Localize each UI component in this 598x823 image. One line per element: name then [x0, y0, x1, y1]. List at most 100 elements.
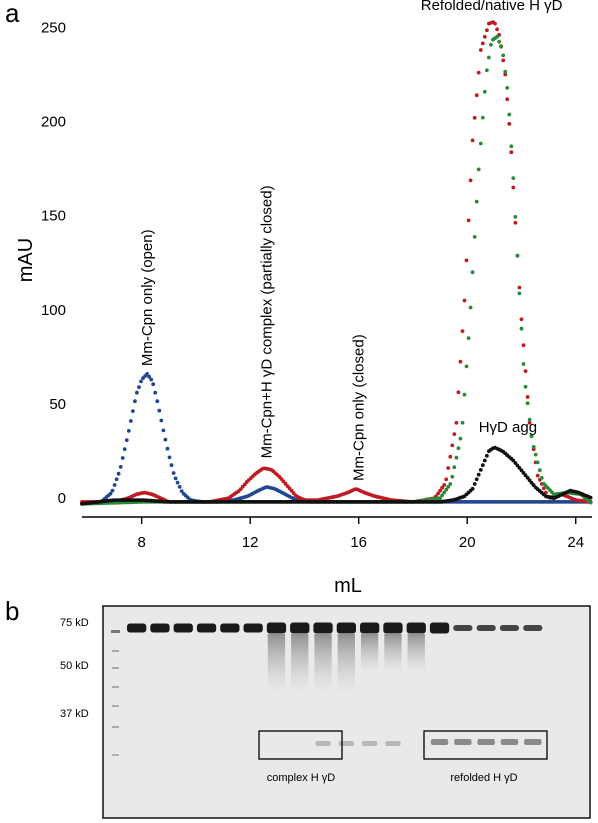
series-3	[80, 445, 593, 506]
annotation-label: HγD agg	[479, 419, 537, 436]
gel-band-75kd	[429, 622, 450, 634]
data-point	[511, 185, 516, 190]
data-point	[112, 483, 117, 487]
x-tick-label: 8	[138, 534, 146, 551]
x-axis-label: mL	[334, 575, 362, 597]
mw-marker-75: 75 kD	[60, 617, 89, 629]
data-point	[509, 144, 514, 149]
data-point	[126, 429, 131, 433]
data-point	[175, 480, 180, 485]
annotation-label: Refolded/native H γD	[421, 0, 563, 14]
x-tick-label: 12	[242, 534, 259, 551]
data-point	[468, 305, 473, 310]
data-point	[147, 374, 152, 379]
gel-smear	[384, 634, 402, 674]
data-point	[171, 471, 176, 475]
data-point	[120, 456, 125, 460]
data-point	[511, 176, 516, 181]
data-point	[535, 460, 540, 465]
data-point	[131, 409, 135, 413]
data-point	[513, 215, 518, 219]
data-point	[122, 447, 127, 451]
data-point	[527, 417, 532, 422]
data-point	[163, 437, 168, 442]
data-point	[165, 446, 170, 451]
sds-page-gel: 75 kD 50 kD 37 kD complex H γD refolded …	[60, 605, 591, 819]
data-point	[460, 329, 465, 333]
gel-smear	[337, 634, 355, 694]
annotations: Mm-Cpn only (open) Mm-Cpn+H γD complex (p…	[139, 0, 563, 481]
data-point	[485, 28, 489, 33]
x-tick-label: 24	[567, 534, 584, 551]
gel-smear	[407, 634, 425, 674]
gel-band-75kd	[173, 623, 193, 633]
data-point	[450, 443, 455, 448]
gel-band-75kd	[453, 625, 473, 631]
gel-band-complex	[385, 741, 401, 746]
data-point	[173, 476, 178, 481]
data-point	[155, 399, 160, 404]
gel-band-75kd	[499, 625, 520, 631]
data-point	[476, 70, 481, 75]
data-point	[535, 473, 540, 478]
mw-ladder	[111, 630, 120, 756]
gel-band-refolded	[477, 739, 495, 745]
panel-b-letter: b	[5, 596, 19, 626]
data-point	[454, 420, 459, 425]
data-point	[440, 485, 444, 490]
panel-a-letter: a	[5, 0, 20, 28]
data-point	[478, 141, 483, 146]
data-point	[438, 496, 442, 501]
gel-smear	[314, 634, 332, 694]
gel-band-75kd	[243, 623, 263, 633]
data-point	[446, 485, 451, 489]
gel-band-complex	[338, 741, 354, 746]
data-point	[517, 285, 522, 290]
data-point	[456, 446, 461, 451]
data-point	[482, 89, 487, 94]
data-point	[505, 86, 510, 90]
data-point	[527, 420, 532, 425]
y-tick-label: 50	[49, 396, 66, 413]
data-point	[513, 220, 518, 225]
series-layer	[80, 20, 593, 506]
y-tick-label: 150	[41, 208, 66, 225]
data-point	[537, 468, 542, 473]
data-point	[470, 270, 475, 275]
data-point	[474, 477, 479, 482]
data-point	[480, 115, 485, 120]
data-point	[503, 69, 508, 74]
data-point	[169, 463, 174, 468]
y-ticks: 0 50 100 150 200 250	[41, 19, 66, 507]
data-point	[179, 489, 184, 493]
data-point	[108, 491, 113, 496]
data-point	[523, 473, 528, 478]
data-point	[458, 359, 463, 364]
data-point	[133, 399, 137, 404]
data-point	[462, 298, 467, 303]
data-point	[485, 68, 489, 73]
data-point	[497, 39, 501, 44]
data-point	[116, 471, 121, 476]
data-point	[468, 178, 473, 183]
data-point	[507, 122, 512, 126]
data-point	[167, 455, 172, 460]
data-point	[533, 452, 538, 457]
data-point	[462, 392, 467, 397]
data-point	[470, 486, 475, 491]
data-point	[531, 445, 536, 449]
data-point	[507, 112, 512, 117]
refolded-box-label: refolded H γD	[450, 772, 517, 784]
data-point	[523, 369, 528, 373]
data-point	[501, 53, 506, 58]
data-point	[110, 488, 115, 493]
data-point	[515, 253, 520, 258]
data-point	[442, 483, 447, 487]
data-point	[161, 428, 166, 433]
data-point	[485, 453, 489, 458]
y-tick-label: 250	[41, 19, 66, 36]
data-point	[438, 488, 442, 493]
data-point	[517, 466, 522, 470]
data-point	[436, 491, 440, 496]
